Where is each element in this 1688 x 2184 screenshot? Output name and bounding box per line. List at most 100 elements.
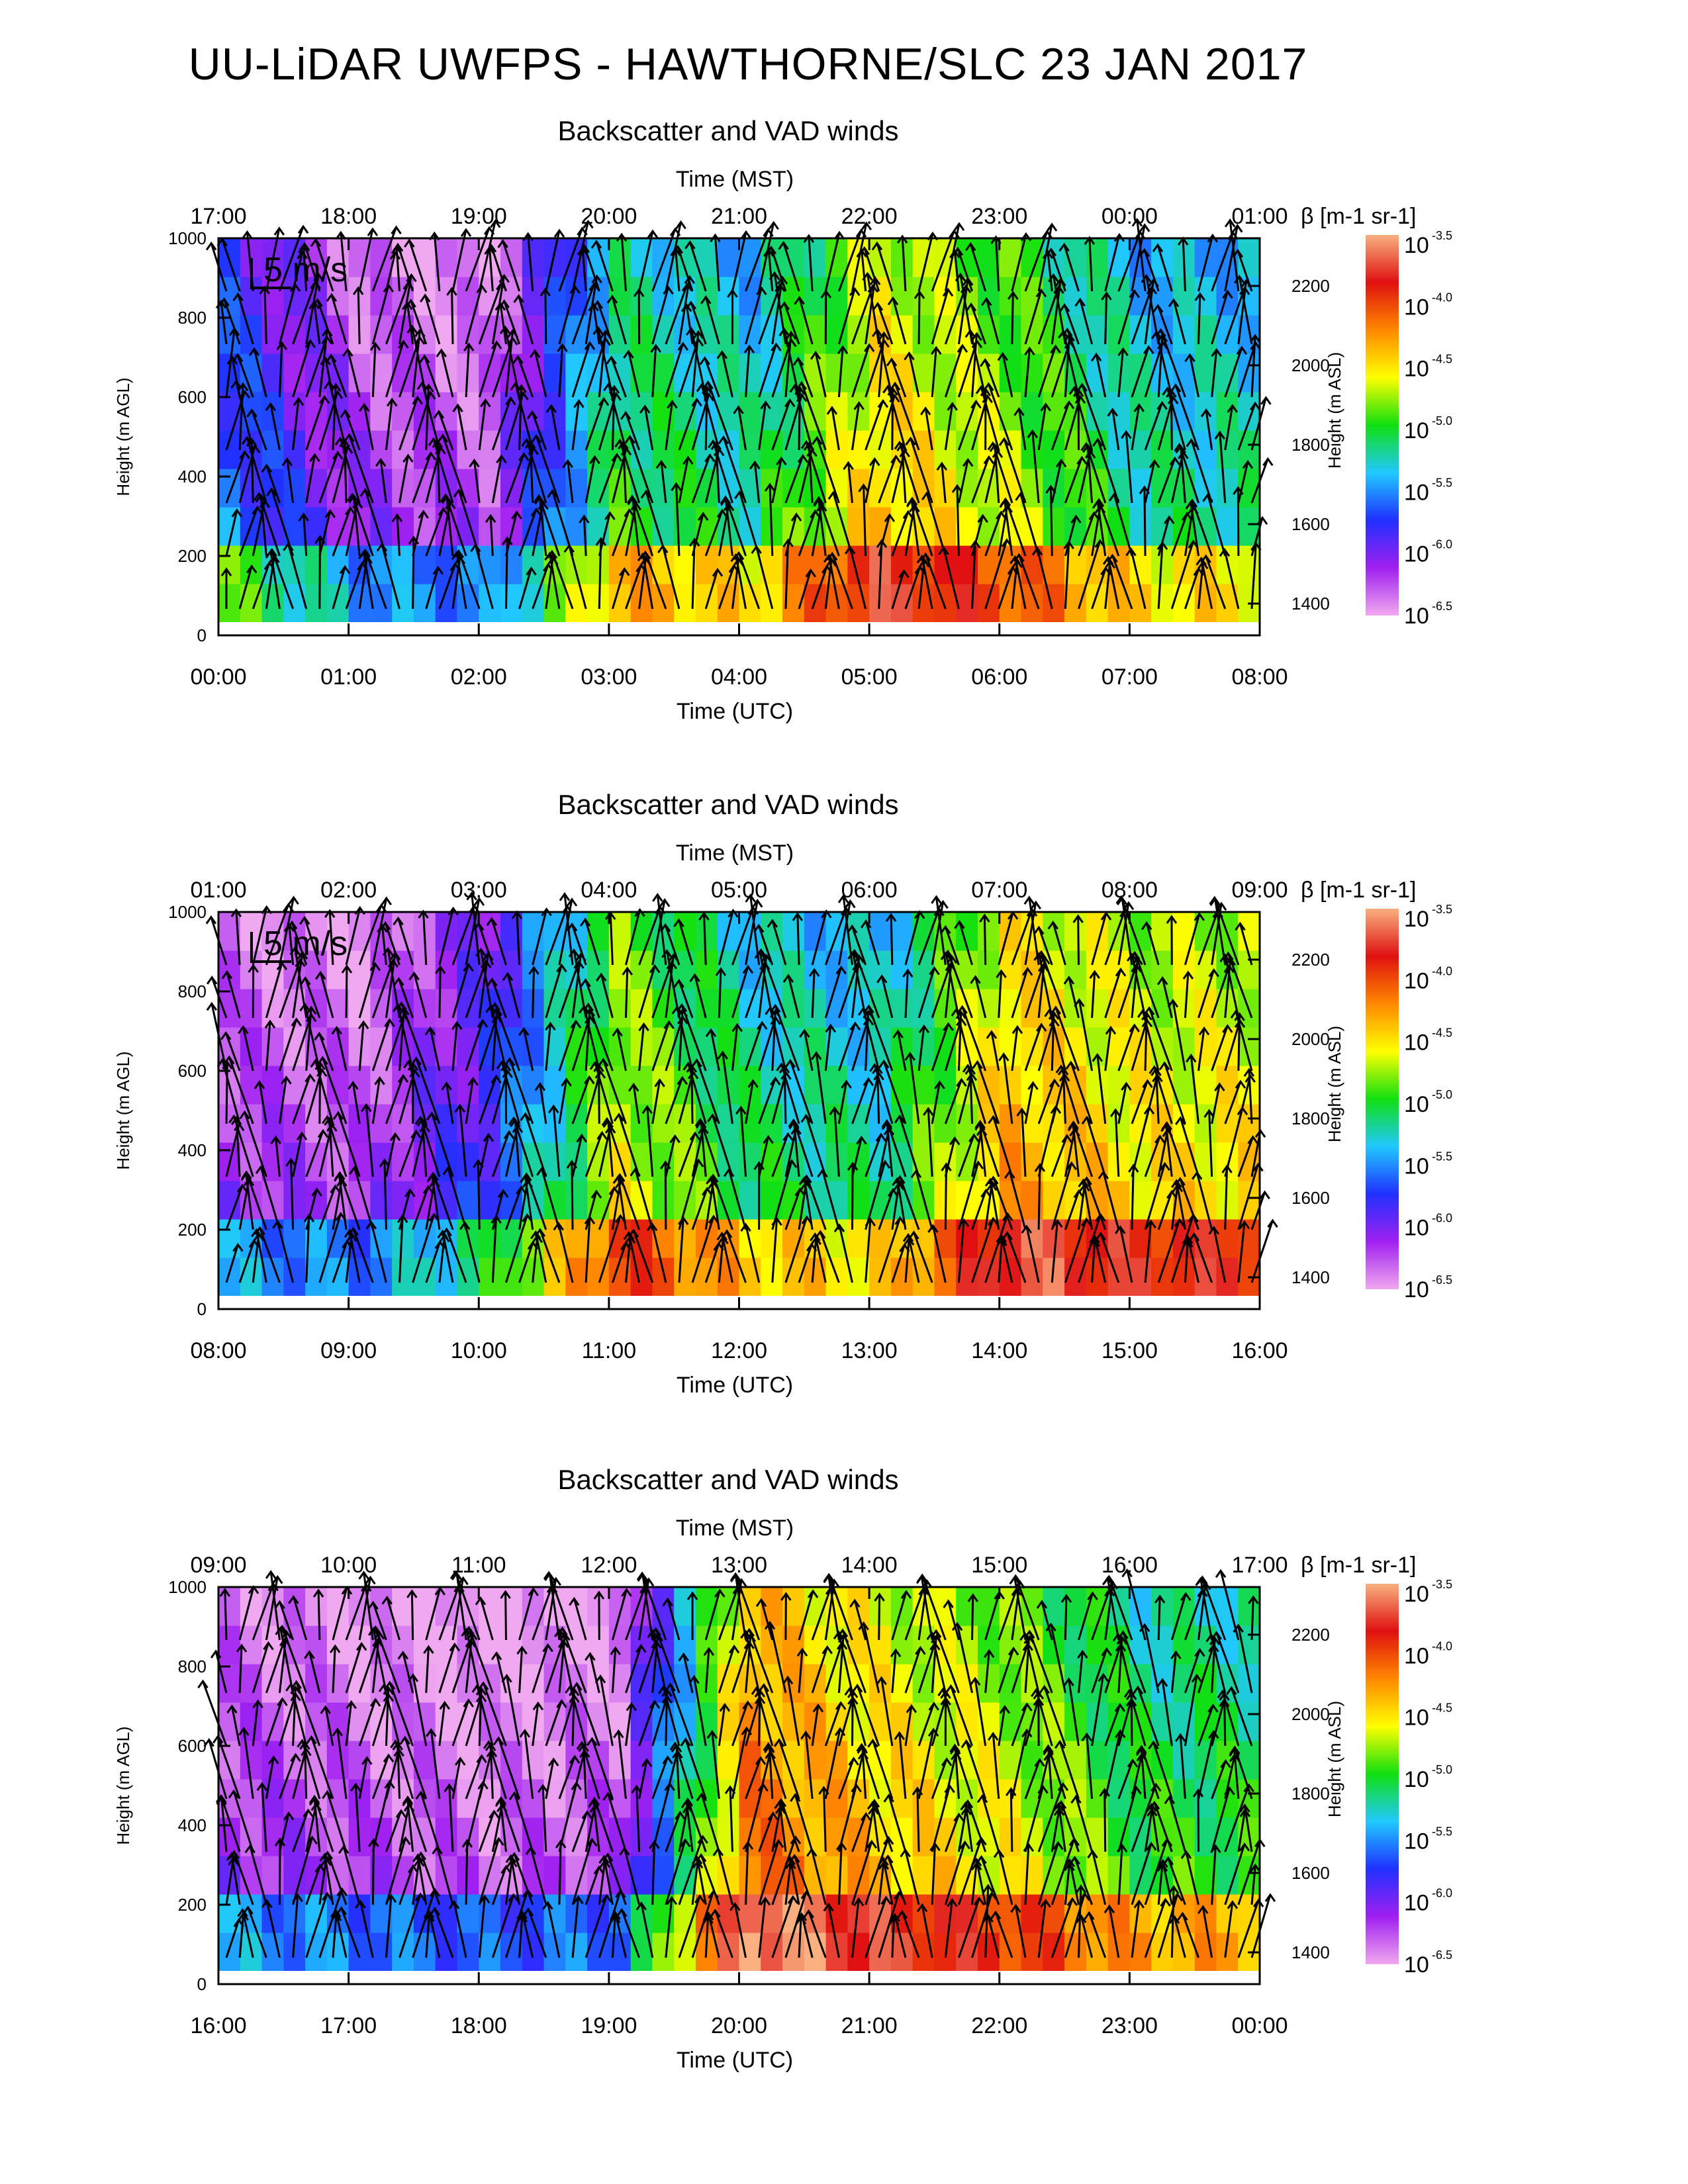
wind-arrow <box>406 302 414 345</box>
wind-arrow <box>886 386 907 451</box>
heatmap-cell <box>283 1104 306 1143</box>
wind-arrow <box>1051 279 1062 345</box>
heatmap-cell <box>413 469 436 508</box>
svg-text:-4.5: -4.5 <box>1432 353 1452 366</box>
wind-arrow <box>592 304 600 345</box>
wind-arrow <box>379 459 387 504</box>
heatmap-cell <box>392 392 414 431</box>
y-right-tick-label: 1600 <box>1291 514 1330 534</box>
wind-arrow-head <box>996 510 1007 520</box>
wind-arrow-head <box>1108 492 1120 502</box>
wind-arrow <box>571 1161 574 1230</box>
x-top-tick-label: 14:00 <box>841 1553 898 1578</box>
y-axis-right-label: Height (m ASL) <box>1325 1701 1344 1817</box>
wind-arrow <box>371 285 390 345</box>
wind-arrow <box>251 410 267 451</box>
wind-arrow <box>442 435 467 504</box>
svg-text:10: 10 <box>1404 1891 1429 1916</box>
heatmap-cell <box>999 1817 1022 1856</box>
colorbar-tick-label: 10 -5.0 <box>1404 1763 1452 1792</box>
wind-arrow <box>455 552 467 610</box>
heatmap-cell <box>1043 912 1065 951</box>
wind-arrow <box>1019 493 1040 557</box>
wind-arrow <box>340 232 348 292</box>
wind-arrow-head <box>810 351 821 360</box>
wind-arrow <box>1086 445 1094 504</box>
wind-arrow <box>1205 555 1227 610</box>
wind-arrow <box>253 348 267 398</box>
heatmap-cell <box>761 1181 783 1220</box>
wind-arrow-head <box>823 553 835 563</box>
wind-arrow-head <box>1092 437 1103 447</box>
wind-arrow <box>980 387 1000 451</box>
heatmap-cell <box>543 353 566 392</box>
wind-arrow-head <box>981 296 992 306</box>
heatmap-cell <box>348 353 371 392</box>
wind-arrow-head <box>904 351 915 361</box>
wind-arrow <box>1063 304 1080 345</box>
wind-arrow-head <box>826 551 838 561</box>
wind-arrow-head <box>692 330 704 340</box>
wind-arrow-head <box>359 488 371 497</box>
heatmap-cell <box>457 1817 479 1856</box>
page-title: UU-LiDAR UWFPS - HAWTHORNE/SLC 23 JAN 20… <box>188 39 1308 89</box>
wind-arrow-head <box>324 380 335 390</box>
y-left-tick-label: 400 <box>178 1140 207 1160</box>
wind-arrow <box>1037 345 1057 398</box>
wind-arrow-head <box>637 552 649 562</box>
panel-title: Backscatter and VAD winds <box>557 1464 898 1495</box>
wind-arrow <box>1223 549 1240 610</box>
wind-arrow-head <box>498 299 510 308</box>
heatmap-cell <box>1151 1587 1174 1626</box>
x-axis-top-label: Time (MST) <box>676 167 794 192</box>
wind-arrow-head <box>453 488 465 498</box>
wind-arrow-head <box>406 324 418 334</box>
wind-arrow-head <box>626 494 638 504</box>
wind-arrow <box>1064 334 1071 398</box>
wind-arrow <box>925 492 947 557</box>
wind-arrow <box>1051 401 1070 451</box>
heatmap-cell <box>999 238 1022 277</box>
heatmap-cell <box>500 584 523 623</box>
heatmap-cell <box>1216 315 1239 354</box>
wind-arrow <box>438 563 457 610</box>
heatmap-cell <box>500 1625 523 1664</box>
heatmap-cell <box>240 315 263 354</box>
svg-text:-4.0: -4.0 <box>1432 1639 1452 1653</box>
heatmap-cell <box>1194 1066 1217 1105</box>
wind-arrow-head <box>611 453 623 462</box>
wind-arrow <box>904 567 921 610</box>
wind-arrow <box>984 359 1000 398</box>
wind-arrow <box>1237 342 1257 398</box>
wind-arrow <box>292 340 312 398</box>
heatmap-cell <box>1172 1257 1196 1297</box>
wind-arrow <box>837 230 863 292</box>
heatmap-cell <box>869 1625 892 1664</box>
wind-arrow-head <box>418 510 429 519</box>
wind-arrow <box>924 408 933 451</box>
wind-arrow-head <box>898 569 910 578</box>
wind-arrow-head <box>688 537 700 547</box>
heatmap-cell <box>522 277 545 316</box>
wind-arrow-head <box>826 406 838 415</box>
heatmap-cell <box>825 1856 848 1895</box>
wind-arrow <box>971 456 990 504</box>
y-left-tick-label: 1000 <box>168 228 207 248</box>
wind-arrow-head <box>344 433 355 442</box>
wind-arrow <box>1051 341 1071 398</box>
heatmap-cell <box>825 315 848 354</box>
wind-arrow-head <box>672 244 684 254</box>
x-top-tick-label: 03:00 <box>451 878 507 903</box>
wind-arrow-head <box>872 328 883 338</box>
wind-arrow <box>758 222 775 292</box>
wind-arrow-head <box>1058 242 1070 252</box>
wind-arrow <box>425 385 430 451</box>
wind-arrow-head <box>218 297 230 306</box>
wind-arrow-head <box>790 512 802 522</box>
heatmap-cell <box>500 507 523 546</box>
heatmap-cell <box>240 1741 263 1780</box>
wind-arrow-head <box>412 395 423 405</box>
wind-arrow-head <box>805 569 816 578</box>
wind-arrow-head <box>1200 408 1212 418</box>
wind-arrow-head <box>1219 547 1231 557</box>
